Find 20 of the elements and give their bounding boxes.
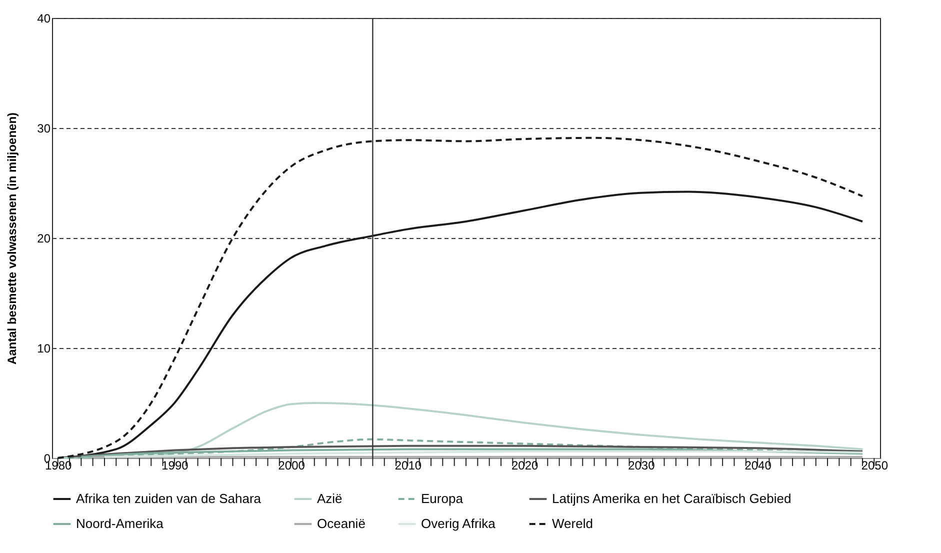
y-tick-label: 30: [37, 122, 51, 136]
y-tick-label: 20: [37, 232, 51, 246]
y-axis-title: Aantal besmette volwassenen (in miljoenen): [5, 112, 20, 365]
legend-label: Azië: [317, 491, 342, 506]
x-tick-label: 1990: [162, 458, 189, 472]
legend-label: Europa: [421, 491, 464, 506]
legend-label: Wereld: [552, 516, 593, 531]
y-tick-label: 10: [37, 342, 51, 356]
legend-label: Overig Afrika: [421, 516, 496, 531]
legend-label: Afrika ten zuiden van de Sahara: [76, 491, 262, 506]
x-tick-label: 2020: [511, 458, 538, 472]
legend-label: Noord-Amerika: [76, 516, 164, 531]
x-tick-label: 2050: [861, 458, 888, 472]
x-tick-label: 2030: [628, 458, 656, 472]
legend-label: Latijns Amerika en het Caraïbisch Gebied: [552, 491, 792, 506]
legend-label: Oceanië: [317, 516, 366, 531]
x-tick-label: 2000: [278, 458, 306, 472]
x-tick-label: 2040: [744, 458, 772, 472]
x-tick-label: 2010: [394, 458, 422, 472]
y-tick-label: 40: [37, 12, 51, 26]
